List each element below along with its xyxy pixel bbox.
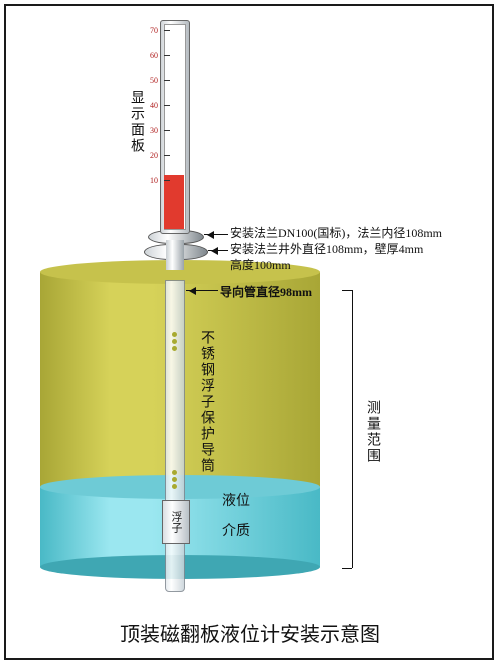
float-block: 浮子 xyxy=(162,500,190,544)
liquid-level-label: 液位 xyxy=(222,490,250,510)
flange-spec-2: 安装法兰井外直径108mm，壁厚4mm xyxy=(230,240,423,257)
medium-label: 介质 xyxy=(222,520,250,540)
protect-tube-label: 不锈钢浮子保护导筒 xyxy=(196,330,216,474)
gauge-tick xyxy=(164,55,170,56)
guide-tube xyxy=(165,280,185,592)
range-bracket-bottom xyxy=(342,568,352,569)
float-label: 浮子 xyxy=(168,511,184,533)
flange-spec-1: 安装法兰DN100(国标)，法兰内径108mm xyxy=(230,224,442,241)
float-beads-upper xyxy=(172,332,177,337)
arrow-flange-1 xyxy=(204,234,228,235)
guide-diameter-label: 导向管直径98mm xyxy=(220,283,312,300)
gauge-tick xyxy=(164,130,170,131)
diagram-caption: 顶装磁翻板液位计安装示意图 xyxy=(0,618,500,647)
gauge-tick-label: 30 xyxy=(150,126,158,135)
gauge-tick xyxy=(164,80,170,81)
gauge-tick xyxy=(164,30,170,31)
gauge-red-zone xyxy=(164,175,184,229)
gauge-tick-label: 70 xyxy=(150,26,158,35)
range-bracket-line xyxy=(352,290,353,568)
range-bracket-top xyxy=(342,290,352,291)
arrow-guide-diameter xyxy=(186,290,218,291)
flange-neck xyxy=(166,240,184,270)
flange-spec-3: 高度100mm xyxy=(230,256,291,273)
gauge-tick xyxy=(164,105,170,106)
arrow-flange-2 xyxy=(208,250,228,251)
gauge-tick-label: 20 xyxy=(150,151,158,160)
gauge-tick-label: 50 xyxy=(150,76,158,85)
gauge-tick-label: 40 xyxy=(150,101,158,110)
gauge-tick xyxy=(164,155,170,156)
gauge-tick-label: 10 xyxy=(150,176,158,185)
gauge-tick xyxy=(164,180,170,181)
gauge-tick-label: 60 xyxy=(150,51,158,60)
display-panel-label: 显示面板 xyxy=(126,90,146,154)
float-beads-lower xyxy=(172,470,177,475)
range-label: 测量范围 xyxy=(362,400,382,464)
